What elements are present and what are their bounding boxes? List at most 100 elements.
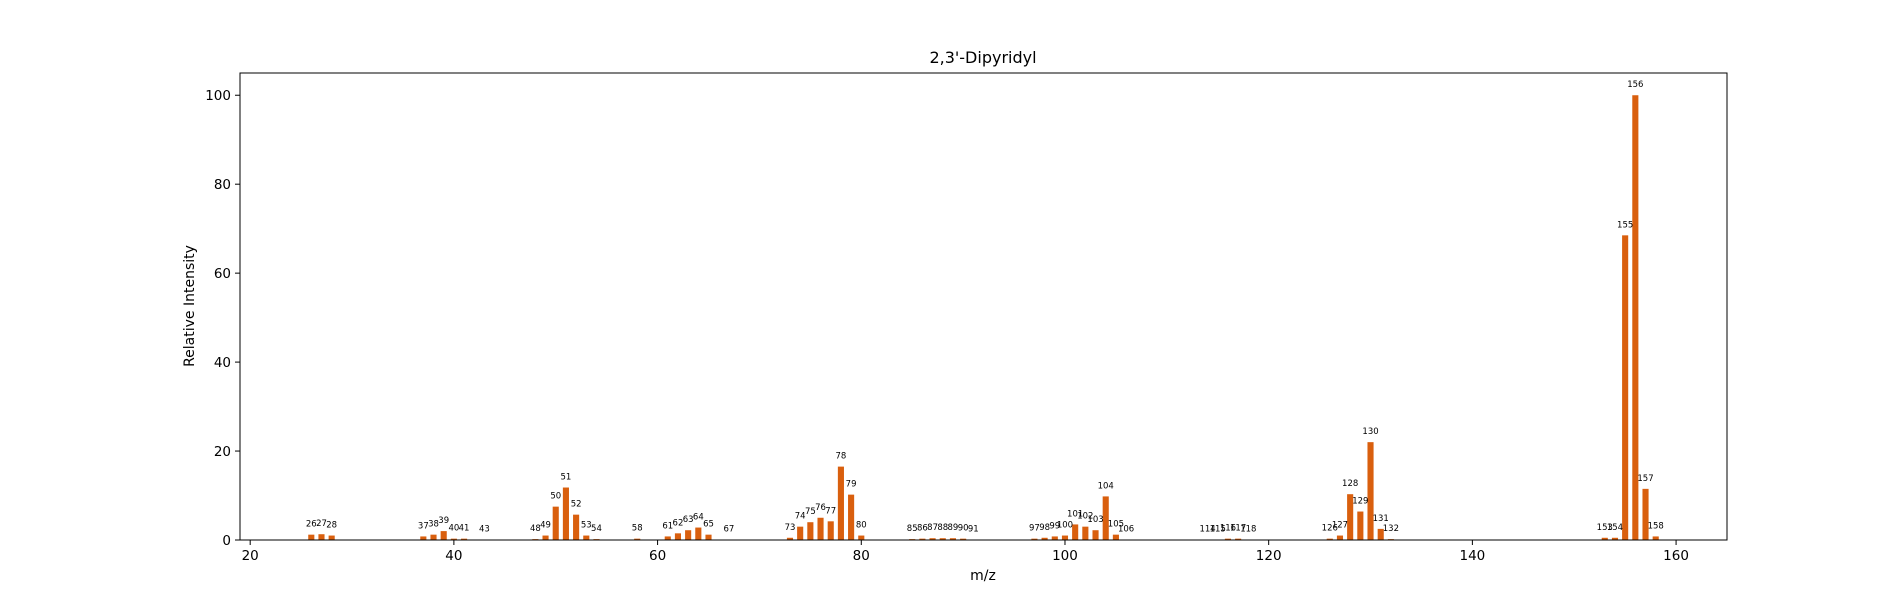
bar-series [308, 95, 1659, 541]
bar-mz-99 [1051, 536, 1058, 540]
bar-mz-26 [308, 534, 315, 540]
y-tick-label: 60 [214, 266, 231, 282]
bar-label-mz-77: 77 [825, 506, 836, 516]
bar-mz-58 [634, 538, 641, 540]
bar-mz-154 [1611, 537, 1619, 540]
y-tick-label: 40 [214, 355, 231, 371]
bar-mz-49 [542, 535, 549, 540]
y-axis-label: Relative Intensity [182, 245, 198, 367]
bar-label-mz-74: 74 [795, 512, 806, 522]
bar-mz-79 [848, 494, 855, 540]
bar-label-mz-153: 153 [1597, 523, 1613, 533]
bar-mz-157 [1642, 488, 1649, 540]
bar-mz-76 [817, 517, 824, 540]
bar-mz-155 [1622, 235, 1629, 541]
bar-mz-41 [461, 538, 468, 540]
y-tick-label: 0 [222, 533, 231, 549]
bar-label-mz-88: 88 [937, 523, 948, 533]
bar-mz-74 [797, 526, 804, 540]
bar-label-mz-116: 116 [1220, 524, 1236, 534]
bar-label-mz-78: 78 [835, 452, 846, 462]
bar-mz-27 [318, 534, 325, 540]
bar-mz-39 [440, 531, 447, 540]
bar-label-mz-156: 156 [1627, 80, 1643, 90]
bar-label-mz-101: 101 [1067, 509, 1083, 519]
bar-label-mz-132: 132 [1383, 524, 1399, 534]
bar-label-mz-67: 67 [723, 525, 734, 535]
bar-mz-50 [552, 506, 559, 540]
bar-label-mz-114: 114 [1199, 525, 1215, 535]
bar-label-mz-73: 73 [785, 523, 796, 533]
bar-mz-87 [929, 538, 936, 540]
bar-label-mz-58: 58 [632, 524, 643, 534]
bar-mz-80 [858, 535, 865, 540]
bar-label-mz-50: 50 [550, 492, 561, 502]
bar-label-mz-98: 98 [1039, 523, 1050, 533]
bar-mz-128 [1347, 494, 1354, 540]
bar-mz-64 [695, 527, 702, 540]
bar-label-mz-100: 100 [1057, 521, 1073, 531]
bar-label-mz-49: 49 [540, 521, 551, 531]
bar-mz-105 [1112, 534, 1119, 540]
bar-label-mz-91: 91 [968, 525, 979, 535]
bar-label-mz-63: 63 [683, 515, 694, 525]
bar-label-mz-80: 80 [856, 521, 867, 531]
bar-label-mz-103: 103 [1087, 515, 1103, 525]
bar-label-mz-87: 87 [927, 523, 938, 533]
bar-mz-156 [1632, 95, 1639, 540]
bar-label-mz-155: 155 [1617, 220, 1633, 230]
bar-label-mz-43: 43 [479, 525, 490, 535]
bar-mz-88 [939, 538, 946, 540]
bar-label-mz-51: 51 [561, 473, 572, 483]
bar-label-mz-97: 97 [1029, 524, 1040, 534]
bar-mz-37 [420, 536, 427, 540]
bar-label-mz-65: 65 [703, 520, 714, 530]
bar-label-mz-89: 89 [948, 523, 959, 533]
x-axis-ticks: 20 40 60 80 100 120 140 160 [242, 540, 1689, 564]
bar-mz-62 [674, 533, 682, 540]
bar-label-mz-52: 52 [571, 500, 582, 510]
x-tick-label: 140 [1459, 548, 1485, 564]
y-axis-ticks: 0 20 40 60 80 100 [205, 88, 240, 549]
bar-label-mz-127: 127 [1332, 521, 1348, 531]
bar-label-mz-26: 26 [306, 520, 317, 530]
chart-title: 2,3'-Dipyridyl [929, 48, 1036, 67]
bar-label-mz-86: 86 [917, 524, 928, 534]
bar-label-mz-158: 158 [1648, 521, 1664, 531]
bar-mz-75 [807, 522, 814, 540]
bar-mz-104 [1102, 496, 1109, 540]
x-tick-label: 40 [445, 548, 462, 564]
bar-label-mz-115: 115 [1210, 525, 1226, 535]
bar-mz-61 [664, 536, 671, 540]
bar-label-mz-61: 61 [662, 521, 673, 531]
y-tick-label: 100 [205, 88, 231, 104]
bar-mz-158 [1652, 536, 1659, 540]
bar-mz-86 [919, 538, 926, 540]
bar-label-mz-131: 131 [1373, 514, 1389, 524]
bar-label-mz-154: 154 [1607, 523, 1623, 533]
x-tick-label: 160 [1663, 548, 1689, 564]
bar-label-mz-53: 53 [581, 521, 592, 531]
bar-mz-100 [1061, 535, 1069, 540]
bar-mz-28 [328, 535, 335, 540]
bar-mz-73 [786, 537, 794, 540]
bar-mz-101 [1072, 524, 1079, 540]
bar-mz-116 [1224, 538, 1231, 540]
x-axis-label: m/z [970, 568, 996, 584]
bar-label-mz-85: 85 [907, 524, 918, 534]
bar-mz-63 [685, 530, 692, 540]
bar-mz-90 [960, 538, 967, 540]
bar-label-mz-41: 41 [459, 524, 470, 534]
bar-label-mz-64: 64 [693, 513, 704, 523]
bar-label-mz-28: 28 [326, 521, 337, 531]
y-tick-label: 80 [214, 177, 231, 193]
bar-label-mz-106: 106 [1118, 525, 1134, 535]
bar-label-mz-126: 126 [1322, 524, 1338, 534]
bar-label-mz-39: 39 [438, 516, 449, 526]
bar-mz-131 [1377, 528, 1384, 540]
bar-label-mz-117: 117 [1230, 524, 1246, 534]
bar-label-mz-104: 104 [1098, 481, 1114, 491]
x-tick-label: 20 [242, 548, 259, 564]
bar-mz-78 [837, 466, 844, 540]
